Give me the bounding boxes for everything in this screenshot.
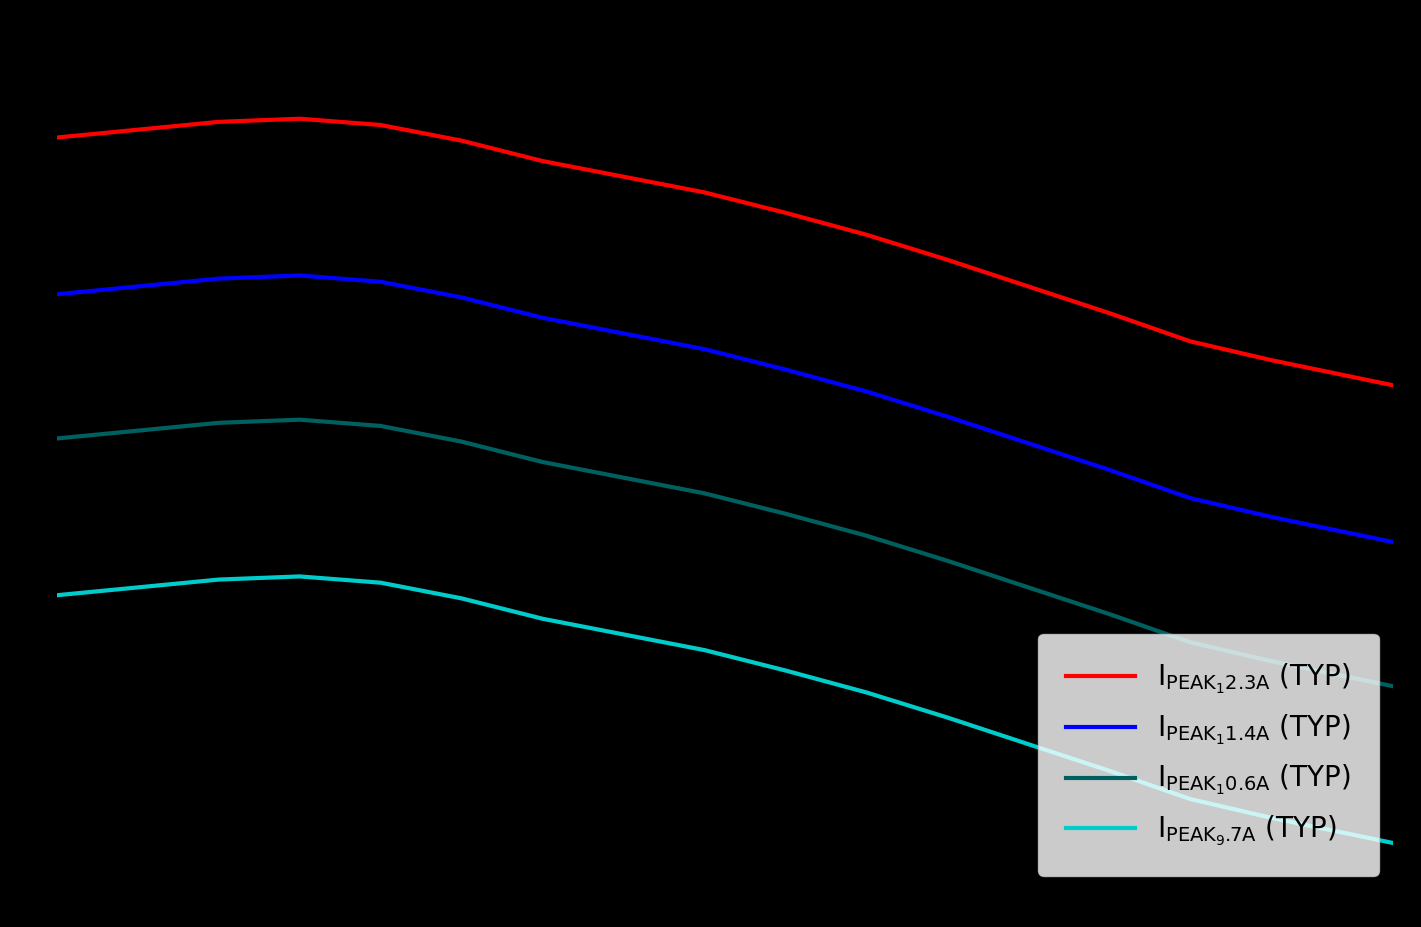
Legend: $\mathdefault{I_{PEAK_12.3A}}$ (TYP), $\mathdefault{I_{PEAK_11.4A}}$ (TYP), $\ma: $\mathdefault{I_{PEAK_12.3A}}$ (TYP), $\… <box>1037 634 1378 876</box>
